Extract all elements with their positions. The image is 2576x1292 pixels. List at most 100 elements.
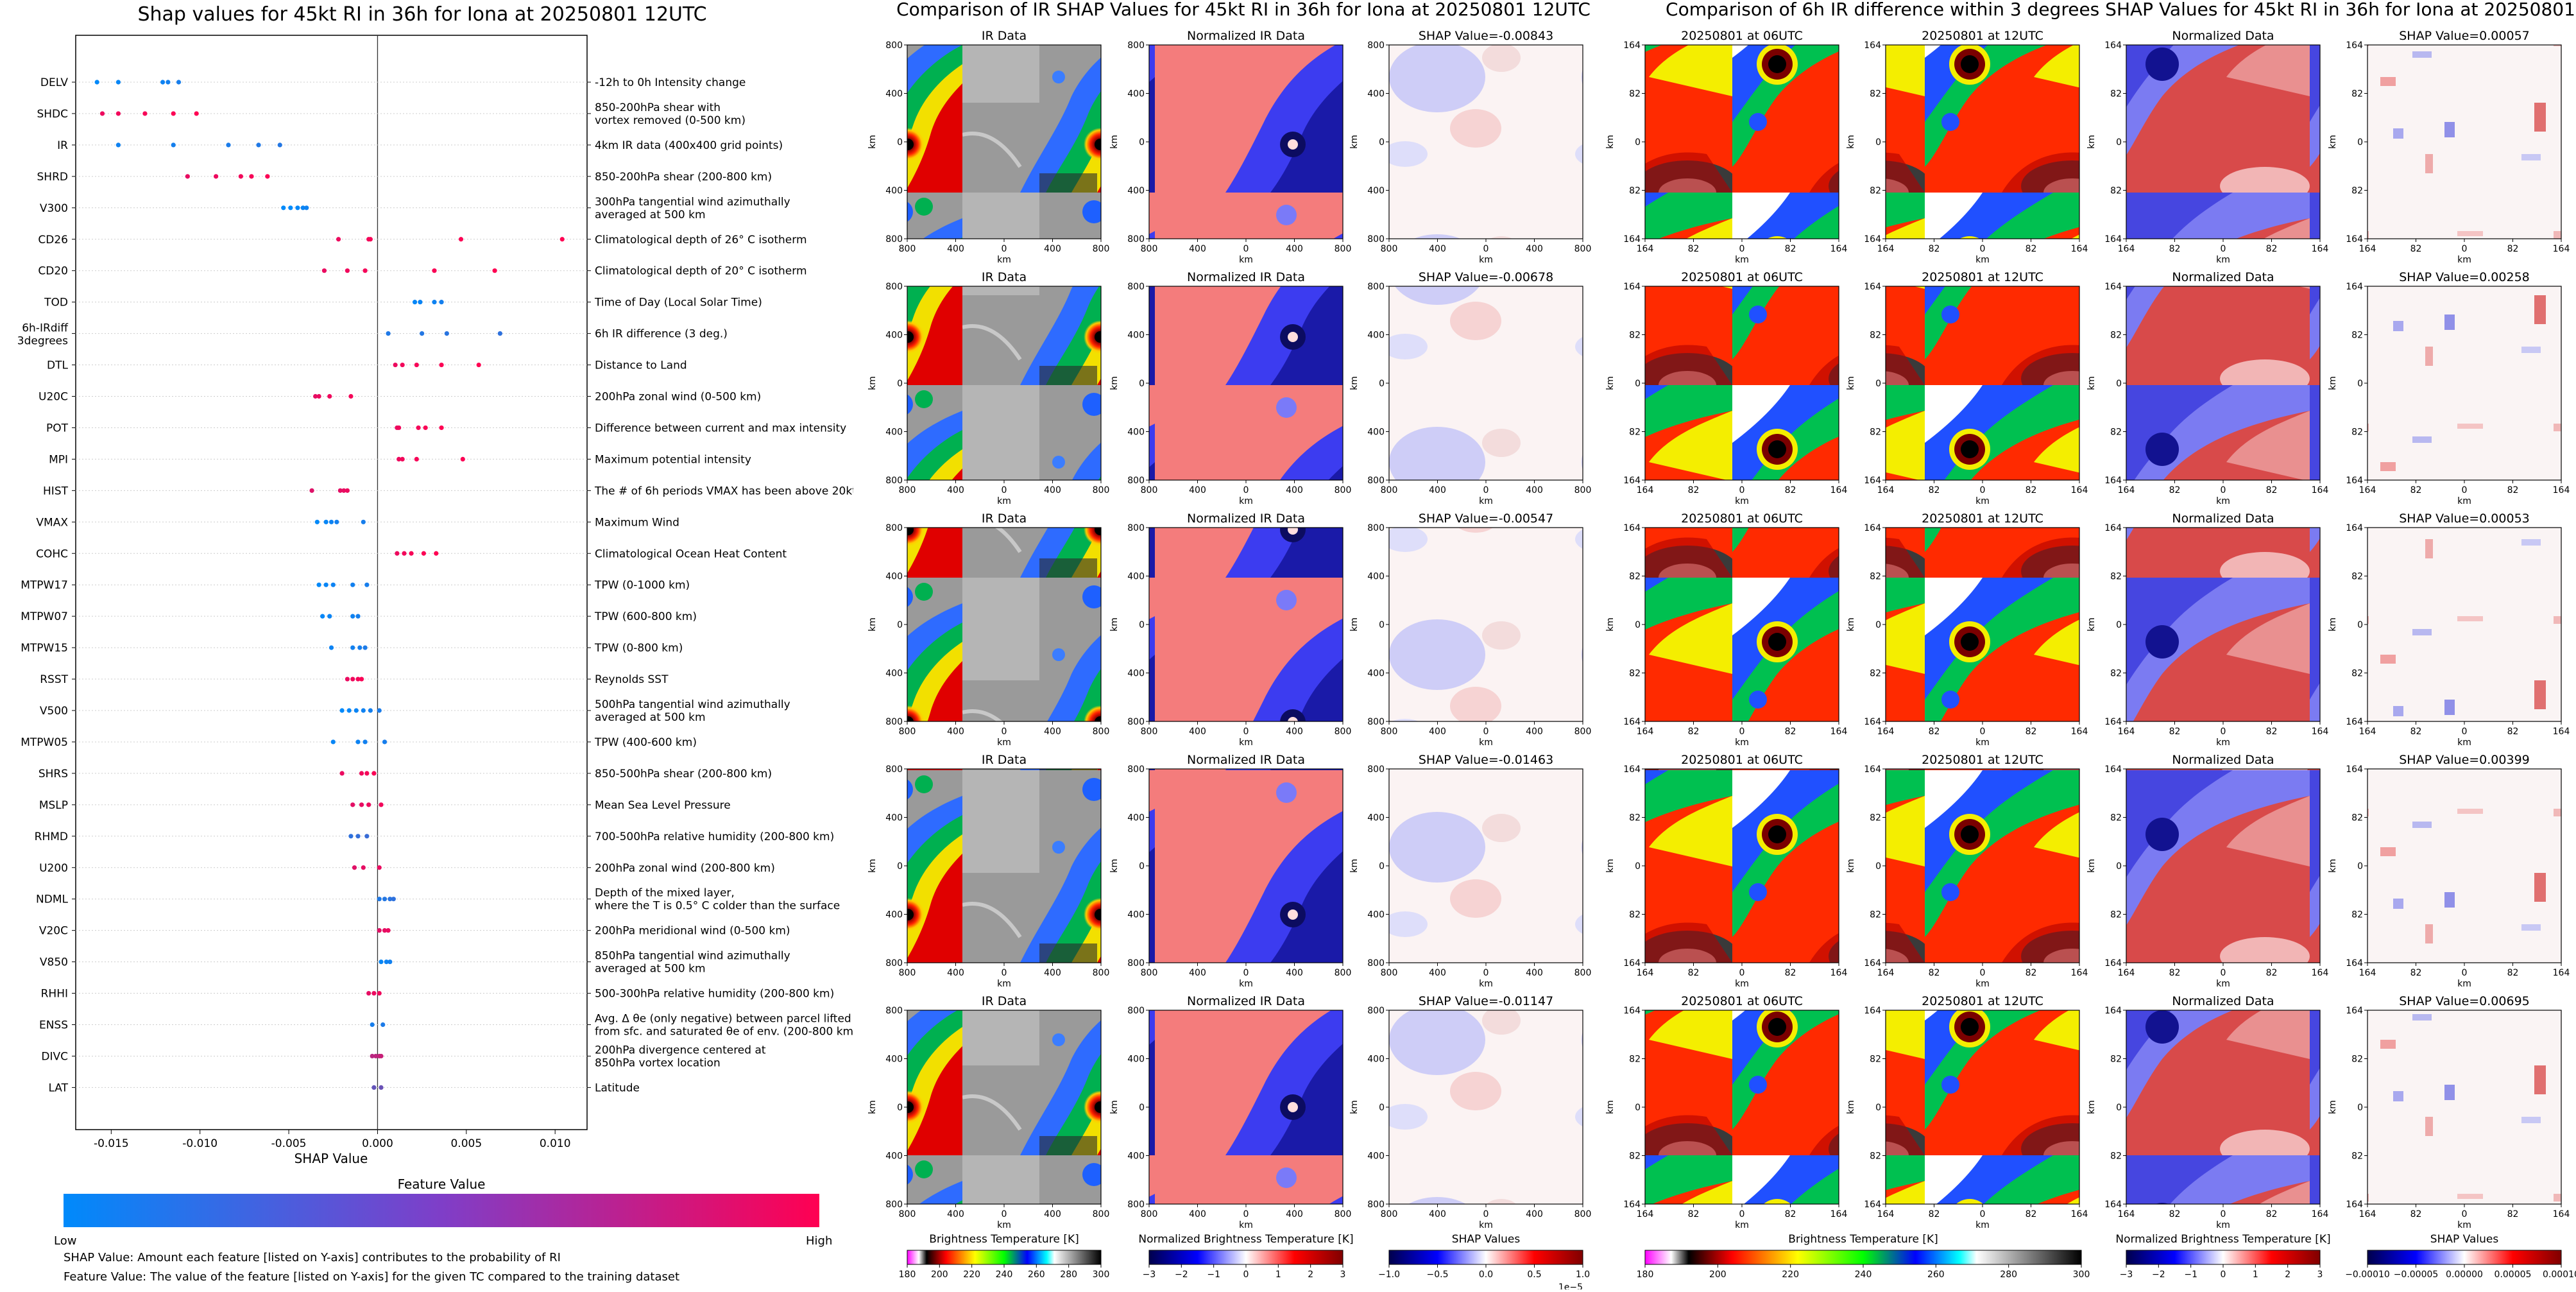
shap-point [171,111,176,116]
y-tick-label: 82 [2110,186,2122,196]
y-tick-label: 800 [1127,282,1145,292]
x-tick-label: 800 [1574,244,1592,254]
shap-point [345,488,350,493]
x-tick-label: 0 [1739,1209,1745,1219]
heatmap-panel [907,44,1102,239]
shap-point [492,268,497,273]
shap-point [350,802,355,807]
y-tick-label: 164 [2346,958,2363,969]
x-tick-label: 400 [1286,485,1303,495]
feature-description: 200hPa divergence centered at [595,1044,766,1056]
x-tick-label: 164 [2118,727,2135,737]
heatmap-panel [1644,1010,1839,1205]
y-tick-label: 82 [1870,186,1881,196]
feature-name: U200 [39,862,68,875]
y-tick-label: 82 [1870,427,1881,438]
feature-description: TPW (0-1000 km) [594,579,690,592]
x-tick-label: 164 [2071,485,2088,495]
x-axis-label: km [1479,737,1493,748]
x-tick-label: 82 [1929,485,1940,495]
x-tick-label: 0 [1980,968,1986,978]
x-tick-label: 0 [1243,1209,1249,1219]
x-tick-label: 400 [1526,727,1543,737]
heatmap-panel [907,286,1102,481]
shap-point [363,645,368,650]
x-tick-label: 164 [1877,727,1895,737]
y-tick-label: 82 [2110,910,2122,920]
heatmap-panel [1644,768,1839,963]
x-tick-label: 0 [2221,968,2226,978]
x-tick-label: 400 [1526,485,1543,495]
x-tick-label: 164 [1830,968,1848,978]
x-tick-label: 0 [2221,485,2226,495]
shap-point [323,582,328,587]
panel-title: Normalized IR Data [1187,29,1305,43]
y-tick-label: 164 [1623,764,1641,775]
y-tick-label: 0 [2116,620,2122,630]
feature-name: POT [46,422,69,435]
y-tick-label: 82 [2351,1151,2363,1162]
shap-point [300,205,305,211]
x-tick-label: 800 [1093,968,1110,978]
shap-point [377,865,382,870]
panel-title: SHAP Value=0.00695 [2399,994,2530,1008]
shap-point [400,362,405,368]
x-tick-label: 82 [2169,485,2181,495]
shap-point [382,928,388,933]
ir-comparison-title: Comparison of IR SHAP Values for 45kt RI… [896,0,1591,20]
x-tick-label: 0 [1243,727,1249,737]
y-axis-label: km [2328,859,2338,873]
x-tick-label: 800 [1335,244,1352,254]
y-tick-label: 0 [1875,861,1881,872]
y-tick-label: 82 [1629,427,1641,438]
y-tick-label: 164 [2104,282,2122,292]
feature-description: 850-200hPa shear with [595,101,721,114]
shap-point [380,1022,386,1028]
feature-name: LAT [48,1081,68,1094]
x-tick-label: 800 [1335,968,1352,978]
feature-name: SHRD [37,171,68,184]
y-tick-label: 82 [1629,331,1641,341]
x-axis-label: km [2216,737,2230,748]
feature-name: MTPW15 [21,642,68,655]
shap-point [339,771,345,776]
colorbar-label: Normalized Brightness Temperature [K] [1138,1233,1353,1246]
y-tick-label: 164 [1864,717,1881,727]
shap-point [345,676,350,682]
panel-title: 20250801 at 12UTC [1922,29,2043,43]
colorbar-label: SHAP Values [2430,1233,2499,1246]
shap-point [366,990,371,996]
shap-point [328,519,334,524]
heatmap-panel [1885,44,2080,239]
colorbar-label: Brightness Temperature [K] [929,1233,1079,1246]
x-tick-label: 400 [1044,1209,1061,1219]
x-tick-label: 164 [1830,1209,1848,1219]
shap-point [370,1053,375,1059]
y-tick-label: 800 [885,234,903,245]
x-tick-label: 164 [2071,244,2088,254]
colorbar-tick-label: 200 [1709,1270,1727,1280]
y-tick-label: 0 [2357,1103,2363,1113]
x-tick-label: 82 [1785,1209,1796,1219]
y-axis-label: km [1349,617,1360,632]
y-tick-label: 164 [1623,958,1641,969]
y-tick-label: 0 [2357,620,2363,630]
y-tick-label: 0 [897,137,903,148]
y-tick-label: 164 [1864,1200,1881,1210]
x-tick-label: -0.015 [94,1137,129,1150]
shap-point [371,990,377,996]
shap-point [423,425,428,431]
y-tick-label: 400 [1127,1151,1145,1162]
y-tick-label: 82 [2110,813,2122,823]
y-tick-label: 164 [2104,958,2122,969]
y-tick-label: 400 [1127,427,1145,438]
y-tick-label: 0 [1139,1103,1145,1113]
x-tick-label: 82 [2410,1209,2422,1219]
shap-point [94,80,99,85]
x-tick-label: 82 [2410,968,2422,978]
y-axis-label: km [2086,376,2097,390]
y-tick-label: 800 [885,764,903,775]
x-tick-label: 82 [1785,244,1796,254]
x-tick-label: 164 [2359,727,2376,737]
y-axis-label: km [2328,1100,2338,1114]
